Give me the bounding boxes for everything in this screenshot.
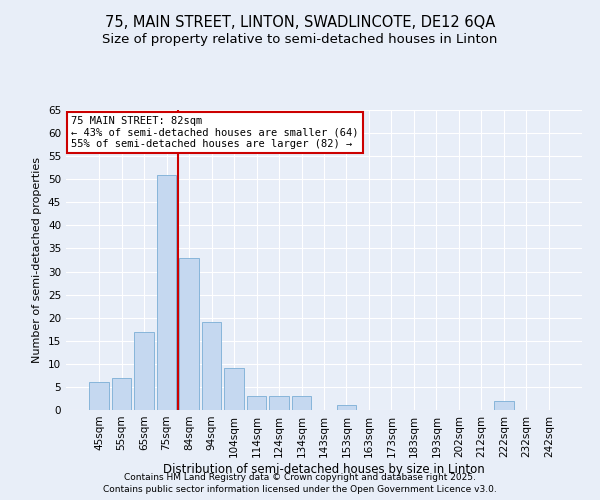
Bar (89, 382, 109, 410)
Bar (292, 396, 311, 410)
Bar (337, 406, 356, 410)
Text: Contains HM Land Registry data © Crown copyright and database right 2025.: Contains HM Land Registry data © Crown c… (124, 472, 476, 482)
Bar (269, 396, 289, 410)
Bar (224, 368, 244, 410)
Bar (179, 258, 199, 410)
Bar (247, 396, 266, 410)
Bar (494, 401, 514, 410)
Bar (157, 174, 176, 410)
Text: Size of property relative to semi-detached houses in Linton: Size of property relative to semi-detach… (103, 32, 497, 46)
Bar (134, 332, 154, 410)
Bar (202, 322, 221, 410)
Text: 75 MAIN STREET: 82sqm
← 43% of semi-detached houses are smaller (64)
55% of semi: 75 MAIN STREET: 82sqm ← 43% of semi-deta… (71, 116, 359, 149)
Bar (112, 378, 131, 410)
Y-axis label: Number of semi-detached properties: Number of semi-detached properties (32, 157, 43, 363)
Text: 75, MAIN STREET, LINTON, SWADLINCOTE, DE12 6QA: 75, MAIN STREET, LINTON, SWADLINCOTE, DE… (105, 15, 495, 30)
X-axis label: Distribution of semi-detached houses by size in Linton: Distribution of semi-detached houses by … (163, 462, 485, 475)
Text: Contains public sector information licensed under the Open Government Licence v3: Contains public sector information licen… (103, 485, 497, 494)
